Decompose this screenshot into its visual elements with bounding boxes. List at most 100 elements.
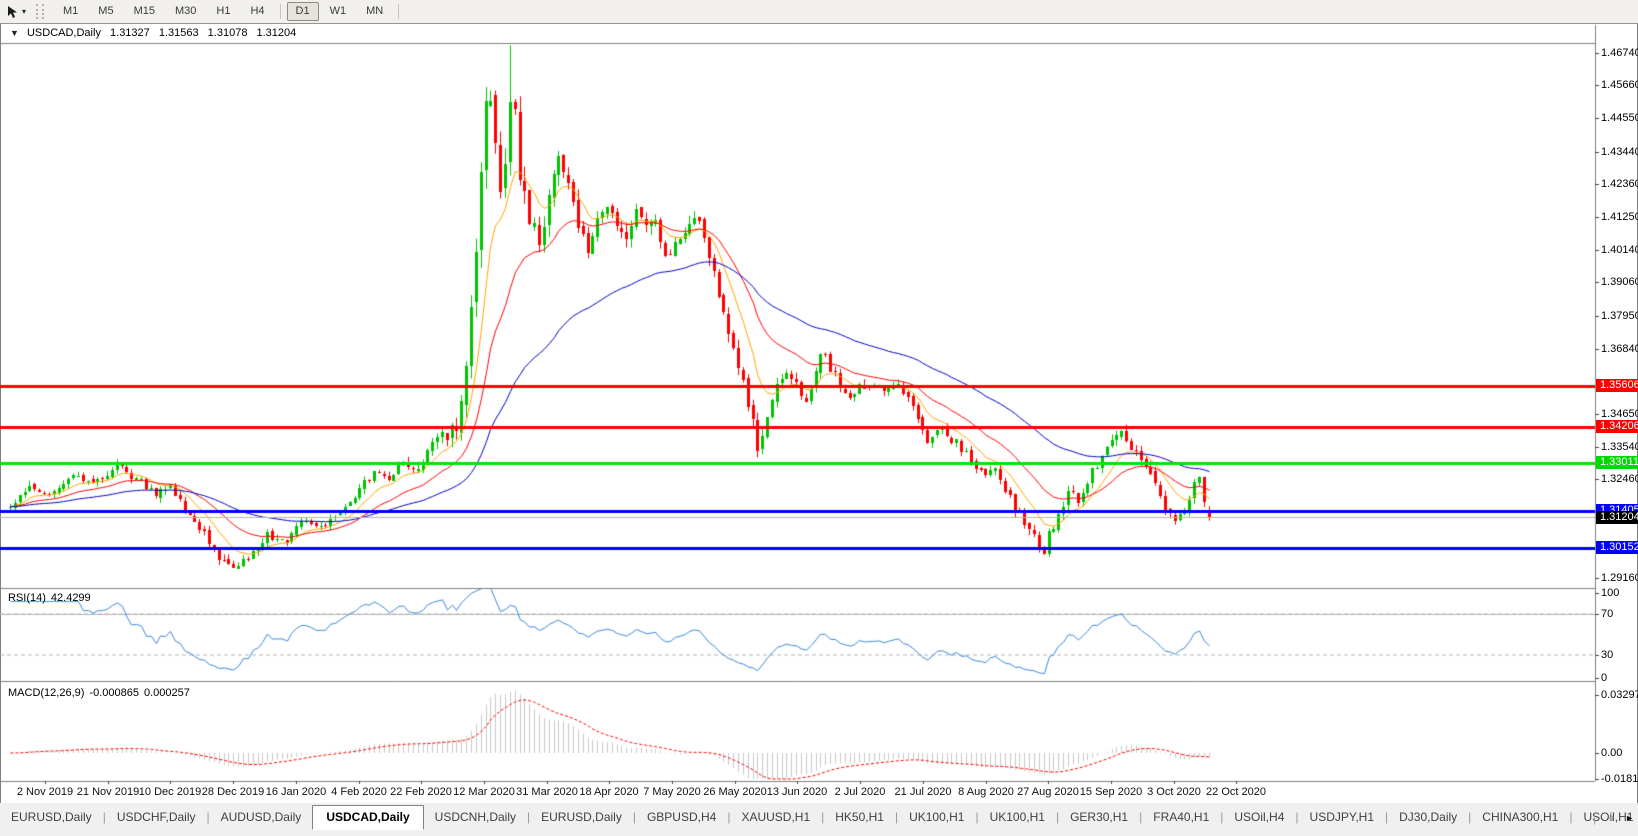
price-tick-label: 1.42360 [1601, 177, 1638, 190]
tab-separator: | [727, 810, 731, 824]
symbol-tabs: EURUSD,Daily | USDCHF,Daily | AUDUSD,Daily US… [0, 805, 1638, 830]
price-tick-label: 1.43440 [1601, 145, 1638, 158]
tab-separator: | [632, 810, 636, 824]
tab-separator: | [1385, 810, 1389, 824]
tab-separator: | [527, 810, 531, 824]
price-tick-label: 1.29160 [1601, 572, 1638, 584]
rsi-tick-label: 100 [1601, 587, 1620, 599]
timeframe-button-d1[interactable]: D1 [286, 2, 319, 21]
tab-scroll-controls: | ◄ ► [1593, 811, 1634, 825]
bottom-tab-xauusd-h1[interactable]: XAUUSD,H1 [741, 810, 811, 824]
macd-main-value: -0.000865 [89, 687, 139, 699]
tab-scroll-left-icon[interactable]: ◄ [1606, 813, 1616, 823]
date-tick-label: 13 Jun 2020 [766, 786, 828, 798]
tab-scroll-right-icon[interactable]: ► [1625, 813, 1634, 823]
tab-separator: | [1468, 810, 1472, 824]
cursor-tool-icon[interactable] [6, 5, 20, 19]
price-line-badge: 1.35606 [1596, 378, 1638, 392]
bottom-tab-ger30-h1[interactable]: GER30,H1 [1070, 810, 1129, 824]
tab-separator: | [1055, 810, 1060, 824]
collapse-header-icon[interactable]: ▼ [10, 28, 19, 38]
price-tick-label: 1.44550 [1601, 112, 1638, 125]
date-tick-label: 28 Dec 2019 [201, 786, 265, 798]
macd-tick-label: 0.00 [1601, 747, 1623, 759]
timeframe-button-m15[interactable]: M15 [133, 5, 155, 17]
tab-separator: | [894, 810, 899, 824]
macd-tick-label: 0.032972 [1601, 689, 1638, 701]
bottom-tab-usdchf-daily[interactable]: USDCHF,Daily [116, 810, 196, 824]
timeframe-button-h1[interactable]: H1 [216, 5, 231, 17]
bottom-tab-uk100-h1[interactable]: UK100,H1 [909, 810, 965, 824]
date-tick-label: 22 Feb 2020 [390, 786, 452, 798]
toolbar-group-separator [398, 4, 400, 19]
date-tick-label: 7 May 2020 [643, 786, 701, 798]
bottom-tab-eurusd-daily[interactable]: EURUSD,Daily [541, 810, 622, 824]
date-tick-label: 18 Apr 2020 [579, 786, 639, 798]
bottom-tab-usoil-h4[interactable]: USOil,H4 [1234, 810, 1285, 824]
chart-symbol-title: USDCAD,Daily [26, 27, 101, 39]
date-tick-label: 15 Sep 2020 [1079, 786, 1143, 798]
tab-separator: | [975, 810, 979, 824]
date-tick-label: 21 Jul 2020 [894, 786, 952, 798]
date-tick-label: 26 May 2020 [703, 786, 767, 798]
date-tick-label: 10 Dec 2019 [138, 786, 202, 798]
price-tick-label: 1.40140 [1601, 244, 1638, 257]
bottom-tab-uk100-h1[interactable]: UK100,H1 [989, 810, 1045, 824]
bottom-tab-usoil-h1[interactable]: USOil,H1 [1583, 810, 1634, 824]
date-tick-label: 2 Nov 2019 [16, 786, 74, 798]
macd-signal-value: 0.000257 [143, 687, 190, 699]
tab-separator: | [1569, 810, 1573, 824]
current-price-badge: 1.31204 [1596, 510, 1638, 524]
symbol-tab-bar: EURUSD,Daily | USDCHF,Daily | AUDUSD,Daily US… [0, 803, 1638, 836]
price-tick-label: 1.36840 [1601, 342, 1638, 355]
date-tick-label: 16 Jan 2020 [265, 786, 327, 798]
toolbar-grip-handle[interactable] [36, 4, 45, 19]
timeframe-button-mn[interactable]: MN [366, 5, 384, 17]
bottom-tab-hk50-h1[interactable]: HK50,H1 [835, 810, 884, 824]
price-tick-label: 1.45660 [1601, 79, 1638, 92]
rsi-indicator-name: RSI(14) [8, 592, 46, 604]
tool-dropdown-caret[interactable]: ▾ [22, 7, 27, 16]
bottom-tab-dj30-daily[interactable]: DJ30,Daily [1399, 810, 1458, 824]
timeframe-button-m5[interactable]: M5 [98, 5, 114, 17]
price-line-badge: 1.30152 [1596, 541, 1638, 555]
macd-indicator-name: MACD(12,26,9) [8, 687, 85, 699]
date-tick-label: 27 Aug 2020 [1017, 786, 1079, 798]
chart-title-row: ▼ USDCAD,Daily 1.31327 1.31563 1.31078 1… [10, 27, 302, 39]
date-tick-label: 3 Oct 2020 [1147, 786, 1201, 798]
timeframe-button-m1[interactable]: M1 [63, 5, 79, 17]
timeframe-buttons: M1 M5 M15 M30 H1 H4 D1 W1 MN [53, 2, 404, 21]
bottom-tab-china300-h1[interactable]: CHINA300,H1 [1482, 810, 1559, 824]
tab-separator: | [1295, 810, 1299, 824]
bottom-tab-fra40-h1[interactable]: FRA40,H1 [1153, 810, 1210, 824]
rsi-tick-label: 0 [1601, 672, 1608, 684]
rsi-indicator-value: 42.4299 [50, 592, 91, 604]
macd-tick-label: -0.018154 [1601, 773, 1638, 785]
ohlc-close: 1.31204 [256, 27, 297, 39]
tab-separator: | [206, 810, 210, 824]
timeframe-button-m30[interactable]: M30 [174, 5, 197, 17]
price-tick-label: 1.46740 [1601, 47, 1638, 59]
bottom-tab-audusd-daily[interactable]: AUDUSD,Daily [220, 810, 302, 824]
bottom-tab-usdjpy-h1[interactable]: USDJPY,H1 [1309, 810, 1375, 824]
price-tick-label: 1.37950 [1601, 309, 1638, 322]
price-tick-label: 1.33540 [1601, 441, 1638, 454]
price-tick-label: 1.41250 [1601, 210, 1638, 223]
tab-separator: | [102, 810, 106, 824]
timeframe-button-h4[interactable]: H4 [250, 5, 265, 17]
rsi-panel-label: RSI(14) 42.4299 [8, 592, 96, 604]
bottom-tab-gbpusd-h4[interactable]: GBPUSD,H4 [646, 810, 717, 824]
timeframe-toolbar: ▾ M1 M5 M15 M30 H1 H4 D1 W1 MN [0, 0, 1638, 24]
ohlc-low: 1.31078 [207, 27, 248, 39]
bottom-tab-usdcad-daily[interactable]: USDCAD,Daily [312, 805, 424, 830]
timeframe-button-w1[interactable]: W1 [329, 5, 347, 17]
bottom-tab-eurusd-daily[interactable]: EURUSD,Daily [11, 810, 92, 824]
bottom-tab-usdcnh-daily[interactable]: USDCNH,Daily [434, 810, 517, 824]
price-line-badge: 1.33011 [1596, 455, 1638, 469]
date-tick-label: 4 Feb 2020 [331, 786, 387, 798]
price-tick-label: 1.39060 [1601, 276, 1638, 289]
date-tick-label: 21 Nov 2019 [76, 786, 140, 798]
macd-panel-label: MACD(12,26,9) -0.000865 0.000257 [8, 687, 195, 699]
